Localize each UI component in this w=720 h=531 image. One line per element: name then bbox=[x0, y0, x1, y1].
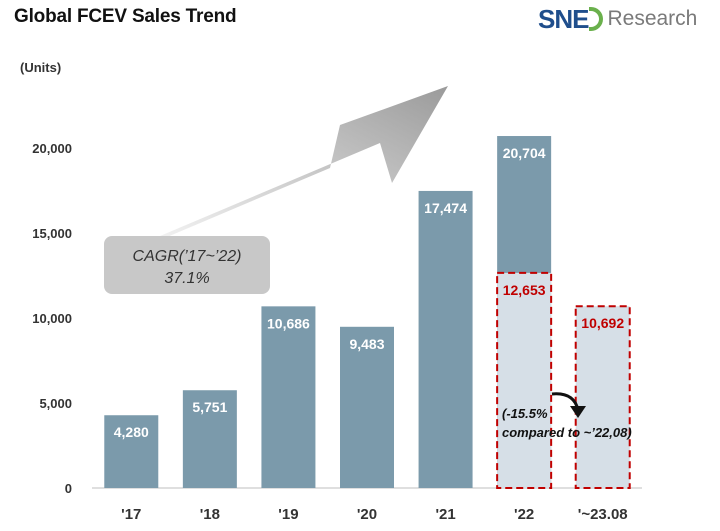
y-tick-label: 20,000 bbox=[32, 141, 72, 156]
y-tick-label: 5,000 bbox=[39, 396, 72, 411]
x-tick-label: '17 bbox=[121, 506, 141, 523]
bar bbox=[340, 326, 394, 488]
logo-arc-icon bbox=[589, 7, 604, 31]
x-tick-label: '19 bbox=[278, 506, 298, 523]
ytd-bar bbox=[574, 305, 631, 489]
y-tick-label: 0 bbox=[65, 481, 72, 496]
x-tick-label: '20 bbox=[357, 506, 377, 523]
bar bbox=[182, 390, 237, 488]
chart-title: Global FCEV Sales Trend bbox=[14, 6, 237, 27]
cagr-value: 37.1% bbox=[164, 270, 209, 287]
bar-value-label: 9,483 bbox=[349, 336, 384, 352]
ytd-bar bbox=[496, 271, 553, 489]
cagr-label: CAGR(’17~’22) bbox=[133, 248, 242, 265]
y-tick-label: 15,000 bbox=[32, 226, 72, 241]
bar-value-label: 5,751 bbox=[192, 399, 227, 415]
bar bbox=[418, 190, 473, 488]
ytd-value-label: 12,653 bbox=[503, 282, 546, 298]
y-tick-label: 10,000 bbox=[32, 311, 72, 326]
y-axis-label: (Units) bbox=[20, 60, 61, 75]
change-arrowhead-icon bbox=[570, 406, 586, 418]
logo-brand: SNE bbox=[538, 3, 589, 34]
cagr-callout-box bbox=[104, 236, 270, 294]
bar bbox=[261, 306, 316, 488]
bar bbox=[104, 415, 159, 488]
x-tick-label: '~23.08 bbox=[578, 506, 628, 523]
x-tick-label: '18 bbox=[200, 506, 220, 523]
logo-suffix: Research bbox=[607, 7, 698, 30]
bar-value-label: 17,474 bbox=[424, 200, 467, 216]
sne-research-logo: SNE Research bbox=[538, 2, 697, 36]
x-tick-label: '21 bbox=[435, 506, 455, 523]
bar-value-label: 10,686 bbox=[267, 315, 310, 331]
change-annotation-line2: compared to ~’22,08) bbox=[502, 425, 632, 440]
x-tick-label: '22 bbox=[514, 506, 534, 523]
change-annotation-line1: (-15.5% bbox=[502, 406, 548, 421]
bar-value-label: 20,704 bbox=[503, 145, 546, 161]
growth-arrow-icon bbox=[108, 86, 448, 262]
ytd-value-label: 10,692 bbox=[581, 315, 624, 331]
bar-value-label: 4,280 bbox=[114, 424, 149, 440]
